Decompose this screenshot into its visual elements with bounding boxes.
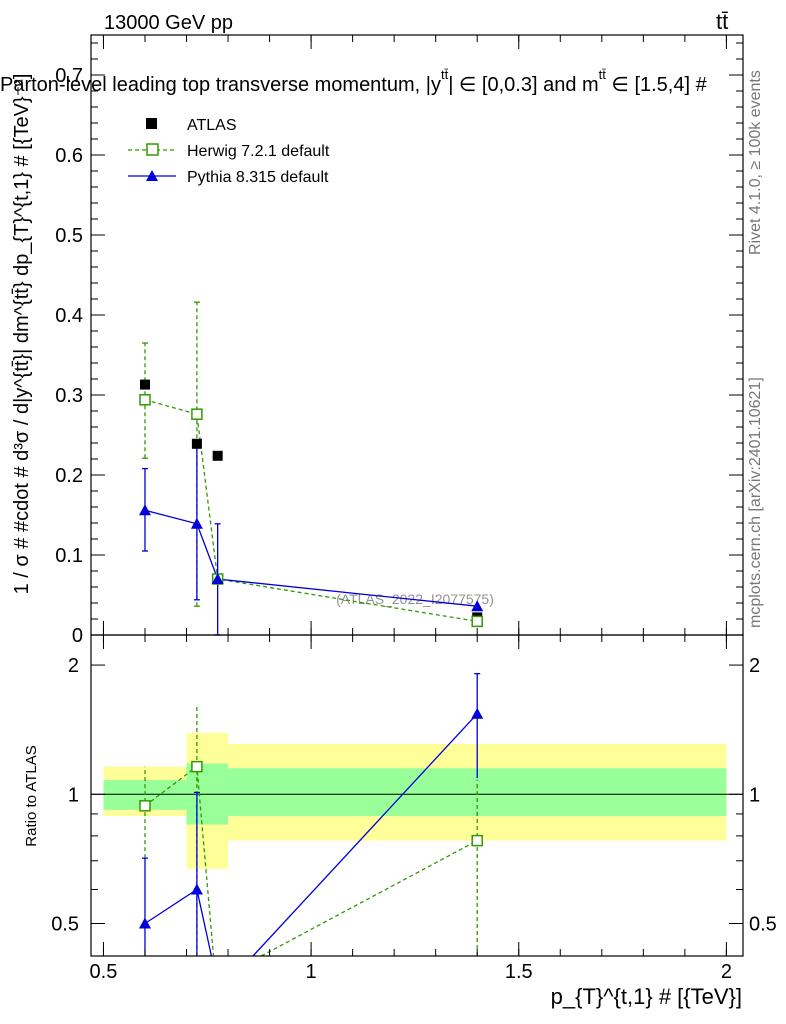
y-ratio-tick-label-right: 0.5: [749, 913, 777, 935]
herwig-point: [191, 408, 203, 420]
legend: ATLAS Herwig 7.2.1 default Pythia 8.315 …: [128, 117, 330, 186]
atlas-point: [139, 379, 150, 390]
pythia-ratio-point: [138, 917, 151, 929]
y-main-tick-label: 0.1: [55, 545, 83, 567]
pythia-line: [144, 509, 478, 607]
energy-label: 13000 GeV pp: [104, 12, 233, 34]
y-main-tick-label: 0.5: [55, 225, 83, 247]
y-main-tick-label: 0.6: [55, 145, 83, 167]
title-part-1: Parton-level leading top transverse mome…: [0, 74, 441, 96]
atlas-point: [212, 450, 223, 461]
y-ratio-tick-label-right: 1: [749, 784, 760, 806]
y-ratio-tick-label-right: 2: [749, 655, 760, 677]
x-tick-label: 0.5: [90, 961, 118, 983]
y-axis-label-ratio: Ratio to ATLAS: [23, 745, 40, 846]
title-sup-2: tt̄: [599, 67, 607, 82]
y-axis-label-main: 1 / σ # #cdot # d³σ / d|y^{tt̄}| dm^{tt̄…: [11, 74, 33, 595]
plot-title: Parton-level leading top transverse mome…: [0, 67, 708, 96]
main-panel: [138, 301, 484, 636]
legend-herwig-label: Herwig 7.2.1 default: [187, 143, 330, 160]
y-main-tick-label: 0.7: [55, 65, 83, 87]
herwig-point: [139, 394, 151, 406]
herwig-ratio-point: [191, 760, 203, 773]
legend-herwig-marker: [146, 143, 159, 156]
pythia-ratio-line: [252, 713, 478, 957]
pythia-ratio-point: [471, 707, 484, 719]
mcplots-label: mcplots.cern.ch [arXiv:2401.10621]: [747, 377, 764, 628]
title-part-2: | ∈ [0,0.3] and m: [448, 74, 598, 96]
x-tick-label: 1: [306, 961, 317, 983]
title-sup-1: tt̄: [441, 67, 449, 82]
pythia-point: [190, 517, 203, 529]
pythia-ratio-point: [190, 883, 203, 895]
y-main-tick-label: 0.3: [55, 385, 83, 407]
x-tick-label: 1.5: [505, 961, 533, 983]
ratio-panel: [91, 672, 743, 957]
axis-frames: 0 0.1 0.2 0.3 0.4 0.5 0.6 0.7 0.5 0.5 1 1 2 2 0.5 1 1.5 2: [51, 34, 777, 983]
y-main-tick-label: 0.4: [55, 305, 83, 327]
herwig-point: [471, 615, 483, 628]
x-axis-label: p_{T}^{t,1} # [{TeV}]: [551, 984, 742, 1009]
herwig-ratio-point: [471, 834, 483, 847]
legend-atlas-label: ATLAS: [187, 117, 237, 134]
svg-text:Parton-level leading top trans: Parton-level leading top transverse mome…: [0, 67, 708, 96]
legend-pythia-marker: [146, 170, 158, 181]
atlas-point: [191, 438, 202, 449]
y-main-tick-label: 0.2: [55, 465, 83, 487]
herwig-ratio-point: [139, 800, 151, 812]
y-ratio-tick-label: 0.5: [51, 913, 79, 935]
x-tick-label: 2: [721, 961, 732, 983]
legend-atlas-marker: [146, 118, 157, 129]
herwig-ratio-line: [260, 840, 478, 957]
legend-pythia-label: Pythia 8.315 default: [187, 169, 329, 186]
process-label: tt̄: [716, 9, 728, 34]
pythia-point: [211, 573, 224, 584]
herwig-line: [144, 399, 478, 623]
y-main-tick-label: 0: [72, 625, 83, 647]
pythia-ratio-line: [144, 888, 213, 957]
pythia-point: [138, 504, 151, 516]
ratio-frame: [90, 634, 744, 957]
y-ratio-tick-label: 2: [68, 655, 79, 677]
title-part-3: ∈ [1.5,4] #: [606, 74, 708, 96]
pythia-point: [471, 600, 484, 612]
y-ratio-tick-label: 1: [68, 784, 79, 806]
rivet-label: Rivet 4.1.0, ≥ 100k events: [747, 70, 764, 255]
